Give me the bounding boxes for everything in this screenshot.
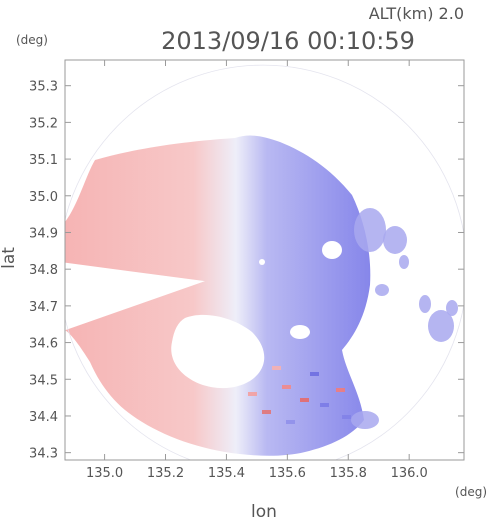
y-tick-label: 34.6 — [29, 337, 58, 352]
altitude-label: ALT(km) 2.0 — [369, 4, 464, 23]
y-tick-label: 34.4 — [29, 410, 58, 425]
clutter-echo — [300, 398, 309, 402]
y-axis-ticks: 34.3 34.4 34.5 34.6 34.7 34.8 34.9 35.0 35.1 35.2… — [29, 80, 464, 462]
y-unit-label: (deg) — [16, 33, 48, 47]
x-tick-label: 135.0 — [86, 466, 123, 481]
y-tick-label: 34.7 — [29, 300, 58, 315]
x-axis-ticks: 135.0 135.2 135.4 135.6 135.8 136.0 — [86, 60, 428, 481]
x-tick-label: 135.8 — [330, 466, 367, 481]
scattered-echo — [375, 284, 389, 296]
no-data-patch — [171, 314, 265, 389]
y-tick-label: 35.2 — [29, 116, 58, 131]
clutter-echo — [248, 392, 257, 396]
clutter-echo — [336, 388, 345, 392]
x-tick-label: 135.2 — [147, 466, 184, 481]
y-axis-label: lat — [0, 247, 19, 269]
x-tick-label: 135.4 — [208, 466, 245, 481]
y-tick-label: 35.1 — [29, 153, 58, 168]
x-axis-label: lon — [251, 502, 277, 521]
no-data-hole — [290, 325, 310, 339]
timestamp-title: 2013/09/16 00:10:59 — [161, 27, 415, 55]
clutter-echo — [262, 410, 271, 414]
plot-frame — [64, 59, 465, 461]
y-tick-label: 34.8 — [29, 263, 58, 278]
scattered-echo — [383, 226, 407, 254]
scattered-echo — [419, 295, 431, 313]
no-data-hole — [322, 241, 342, 259]
radar-echo-coverage — [65, 135, 371, 456]
plot-area — [65, 64, 464, 460]
scattered-echo — [351, 411, 379, 429]
y-tick-label: 35.3 — [29, 80, 58, 95]
scattered-echo — [428, 310, 454, 342]
clutter-echo — [282, 385, 291, 389]
x-tick-label: 136.0 — [391, 466, 428, 481]
scattered-echo — [399, 255, 409, 269]
y-tick-label: 35.0 — [29, 190, 58, 205]
no-data-hole — [259, 259, 265, 265]
scattered-echo — [354, 208, 386, 252]
clutter-echo — [286, 420, 295, 424]
clutter-echo — [310, 372, 319, 376]
clutter-echo — [342, 415, 351, 419]
y-tick-label: 34.3 — [29, 447, 58, 462]
clutter-echo — [272, 366, 281, 370]
y-tick-label: 34.5 — [29, 373, 58, 388]
range-ring — [65, 64, 464, 460]
blocked-sector-west — [65, 262, 205, 331]
scattered-echo — [446, 300, 458, 316]
clutter-echo — [320, 403, 329, 407]
x-tick-label: 135.6 — [269, 466, 306, 481]
y-tick-label: 34.9 — [29, 226, 58, 241]
velocity-field — [65, 64, 464, 460]
x-unit-label: (deg) — [455, 485, 487, 499]
